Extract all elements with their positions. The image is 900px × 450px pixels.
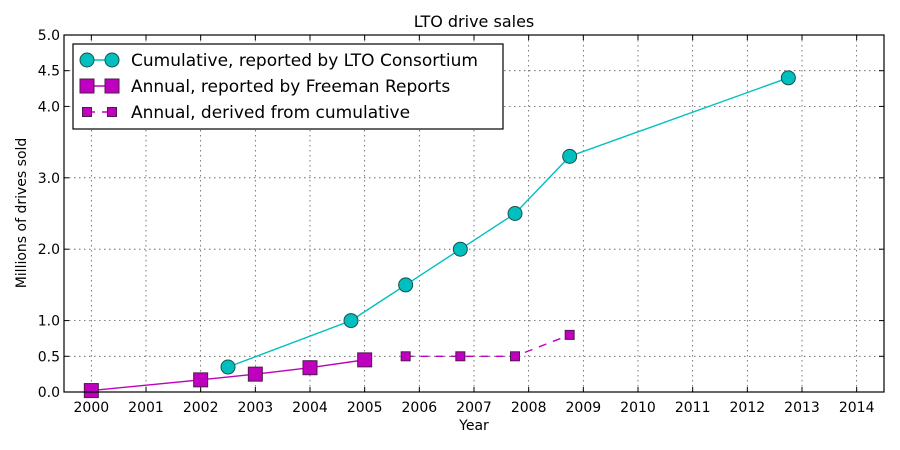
- y-tick-label: 1.0: [38, 314, 60, 330]
- series-2: [400, 329, 575, 362]
- data-point: [455, 351, 466, 362]
- data-point: [302, 360, 318, 376]
- series-layer: [83, 70, 796, 399]
- data-point: [357, 352, 373, 368]
- legend-marker: [104, 52, 120, 68]
- y-tick-label: 4.5: [38, 64, 60, 80]
- legend-item: Cumulative, reported by LTO Consortium: [79, 51, 478, 71]
- y-tick-label: 0.5: [38, 349, 60, 365]
- x-tick-label: 2005: [347, 400, 383, 416]
- x-tick-label: 2014: [839, 400, 875, 416]
- data-point: [564, 329, 575, 340]
- y-tick-label: 4.0: [38, 99, 60, 115]
- data-point: [247, 366, 263, 382]
- legend-marker: [79, 52, 95, 68]
- y-axis-label: Millions of drives sold: [14, 138, 30, 289]
- x-tick-label: 2012: [730, 400, 766, 416]
- x-tick-label: 2001: [128, 400, 164, 416]
- legend-item: Annual, reported by Freeman Reports: [79, 77, 450, 97]
- axis-ticks: 2000 2001 2002 2003 2004 2005 2006 2007 2008 2009…: [38, 28, 884, 416]
- legend-item: Annual, derived from cumulative: [82, 103, 410, 123]
- data-point: [507, 206, 523, 221]
- x-tick-label: 2002: [183, 400, 219, 416]
- x-tick-label: 2004: [292, 400, 328, 416]
- legend-label: Annual, derived from cumulative: [131, 103, 410, 123]
- legend: Cumulative, reported by LTO Consortium An…: [72, 43, 504, 130]
- chart-title: LTO drive sales: [414, 12, 535, 31]
- x-tick-label: 2011: [675, 400, 711, 416]
- y-tick-label: 3.0: [38, 171, 60, 187]
- data-point: [83, 383, 99, 399]
- legend-marker: [82, 107, 92, 117]
- data-point: [510, 351, 520, 362]
- x-tick-label: 2013: [784, 400, 820, 416]
- y-tick-label: 0.0: [38, 385, 60, 401]
- legend-box: [72, 43, 504, 130]
- legend-label: Cumulative, reported by LTO Consortium: [131, 51, 478, 71]
- y-tick-label: 2.0: [38, 242, 60, 258]
- plot-frame: [63, 34, 885, 393]
- data-point: [562, 148, 578, 164]
- x-tick-label: 2007: [456, 400, 492, 416]
- data-point: [400, 351, 411, 362]
- x-tick-label: 2006: [402, 400, 438, 416]
- x-tick-label: 2010: [620, 400, 656, 416]
- data-point: [452, 241, 468, 257]
- legend-label: Annual, reported by Freeman Reports: [131, 77, 450, 97]
- x-tick-label: 2008: [511, 400, 547, 416]
- x-tick-label: 2003: [238, 400, 274, 416]
- legend-marker: [79, 78, 95, 94]
- series-1: [83, 352, 373, 399]
- series-0: [220, 70, 796, 375]
- data-point: [398, 277, 414, 293]
- series-line: [405, 334, 570, 357]
- legend-marker: [104, 78, 120, 94]
- data-point: [193, 372, 209, 388]
- x-tick-label: 2000: [74, 400, 110, 416]
- legend-marker: [107, 107, 117, 117]
- x-tick-label: 2009: [566, 400, 602, 416]
- data-point: [220, 359, 236, 375]
- y-tick-label: 5.0: [38, 28, 60, 44]
- data-point: [343, 313, 359, 329]
- data-point: [780, 70, 796, 86]
- x-axis-label: Year: [458, 418, 489, 434]
